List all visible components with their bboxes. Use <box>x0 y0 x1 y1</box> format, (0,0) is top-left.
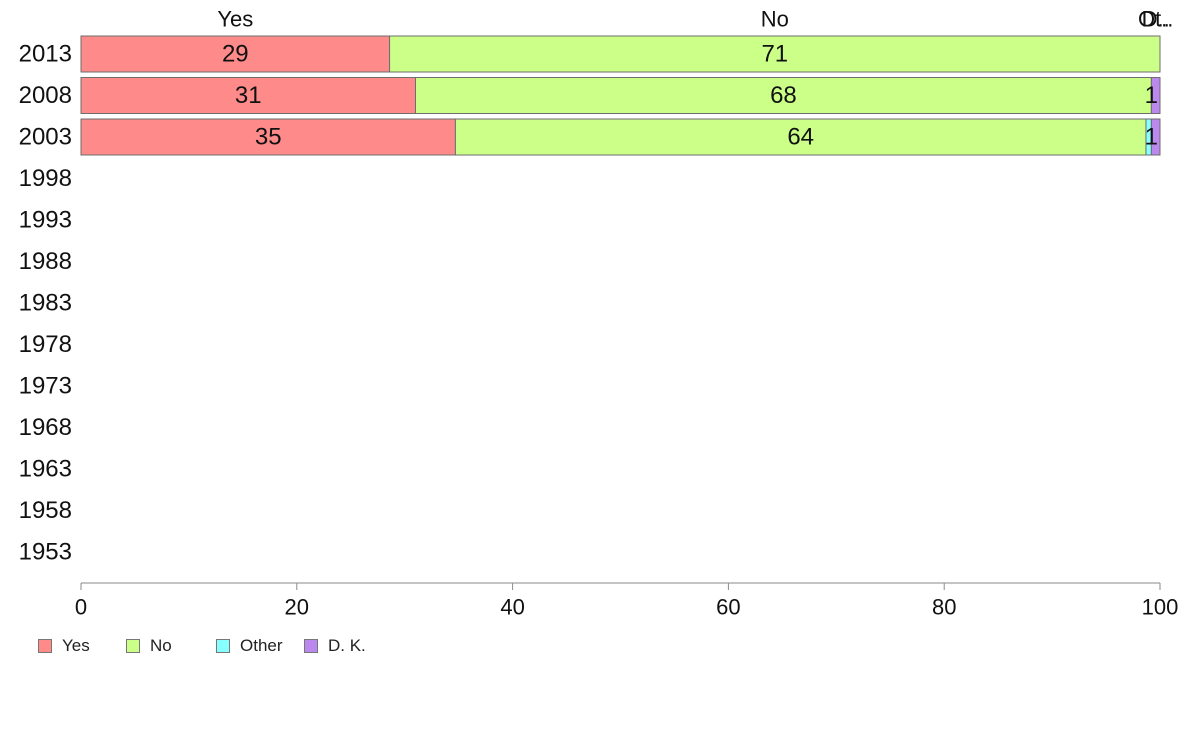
x-tick-label-0: 0 <box>75 595 87 620</box>
category-label-2013: 2013 <box>19 41 72 68</box>
legend-item-yes: Yes <box>38 636 112 656</box>
bar-2013-yes <box>80 35 391 73</box>
category-label-1953: 1953 <box>19 539 72 566</box>
category-label-2003: 2003 <box>19 124 72 151</box>
top-series-label-d-3: D.. <box>1142 7 1170 32</box>
category-label-1988: 1988 <box>19 248 72 275</box>
x-tick-label-80: 80 <box>932 595 956 620</box>
data-label-2008-no: 68 <box>770 82 797 109</box>
data-label-2008-yes: 31 <box>235 82 262 109</box>
legend: Yes No Other D. K. <box>38 636 380 656</box>
category-label-1993: 1993 <box>19 207 72 234</box>
category-label-1973: 1973 <box>19 373 72 400</box>
category-label-1968: 1968 <box>19 414 72 441</box>
legend-label-no: No <box>150 636 172 655</box>
legend-item-other: Other <box>216 636 290 656</box>
x-tick-label-20: 20 <box>285 595 309 620</box>
category-label-1963: 1963 <box>19 456 72 483</box>
category-label-1958: 1958 <box>19 497 72 524</box>
category-label-1983: 1983 <box>19 290 72 317</box>
data-label-2013-yes: 29 <box>222 41 249 68</box>
legend-swatch-no <box>126 639 140 653</box>
legend-label-yes: Yes <box>62 636 90 655</box>
legend-label-other: Other <box>240 636 283 655</box>
top-series-label-no-1: No <box>761 7 789 32</box>
top-series-label-ot-2: Ot.. <box>1138 7 1173 32</box>
data-label-2003-yes: 35 <box>255 124 282 151</box>
bar-2003-no <box>454 118 1147 156</box>
category-label-1978: 1978 <box>19 331 72 358</box>
data-label-2008-d-k: 1 <box>1145 82 1158 109</box>
legend-swatch-yes <box>38 639 52 653</box>
data-label-2003-no: 64 <box>787 124 814 151</box>
top-series-label-yes-0: Yes <box>217 7 253 32</box>
bar-2008-d-k <box>1150 77 1161 114</box>
x-tick-label-60: 60 <box>716 595 740 620</box>
category-label-1998: 1998 <box>19 165 72 192</box>
bar-2003-yes <box>80 118 456 156</box>
bar-2013-no <box>389 35 1161 73</box>
legend-label-dk: D. K. <box>328 636 366 655</box>
legend-swatch-dk <box>304 639 318 653</box>
legend-item-no: No <box>126 636 202 656</box>
bar-2008-yes <box>80 77 416 114</box>
legend-item-dk: D. K. <box>304 636 366 656</box>
category-label-2008: 2008 <box>19 82 72 109</box>
x-tick-label-40: 40 <box>500 595 524 620</box>
legend-swatch-other <box>216 639 230 653</box>
x-tick-label-100: 100 <box>1142 595 1179 620</box>
bar-2008-no <box>414 77 1152 114</box>
data-label-2003-d-k: 1 <box>1145 124 1158 151</box>
data-label-2013-no: 71 <box>761 41 788 68</box>
bar-2003-d-k <box>1150 118 1161 156</box>
